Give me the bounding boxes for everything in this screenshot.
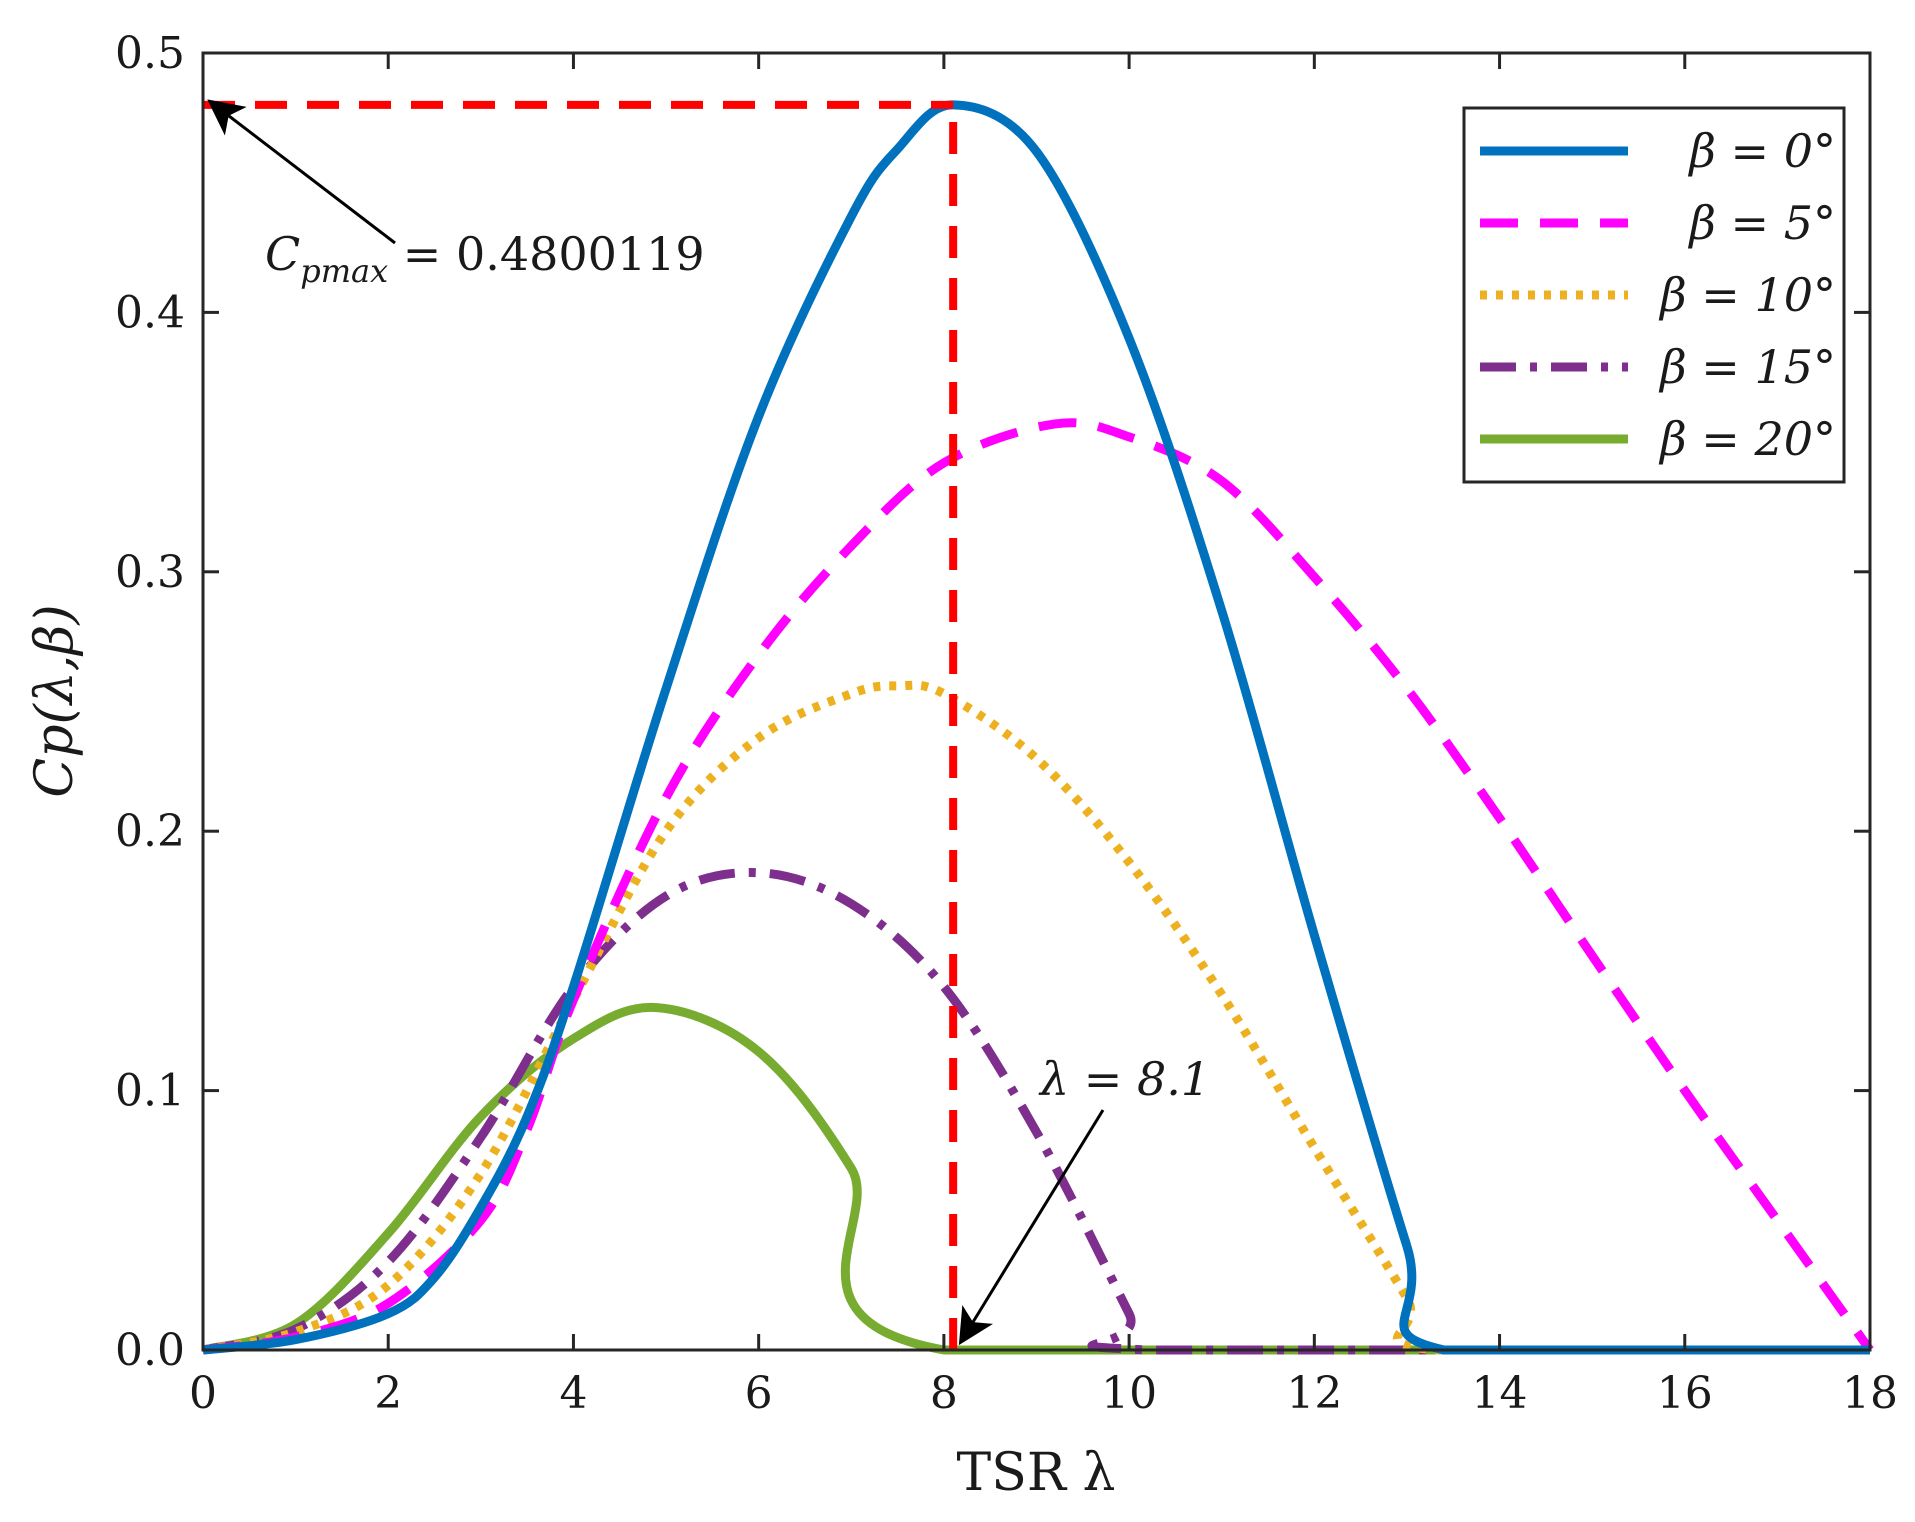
lambda-label: λ = 8.1 bbox=[1038, 1052, 1210, 1106]
legend-label-2: β = 10° bbox=[1658, 268, 1836, 322]
x-tick-label: 8 bbox=[930, 1368, 958, 1419]
annotation-cpmax: Cpmax = 0.4800119 bbox=[207, 99, 705, 290]
legend: β = 0° β = 5° β = 10° β = 15° β = 20° bbox=[1462, 106, 1846, 484]
x-tick-label: 6 bbox=[745, 1368, 773, 1419]
x-tick-label: 18 bbox=[1842, 1368, 1898, 1419]
cpmax-arrow bbox=[207, 99, 396, 245]
y-tick-label: 0.2 bbox=[115, 806, 185, 857]
y-tick-label: 0.3 bbox=[115, 547, 185, 598]
x-tick-label: 16 bbox=[1657, 1368, 1713, 1419]
y-tick-label: 0.1 bbox=[115, 1066, 185, 1117]
legend-label-0: β = 0° bbox=[1687, 124, 1836, 178]
plot-frame bbox=[201, 51, 1872, 1352]
y-tick-label: 0.4 bbox=[115, 287, 185, 338]
x-tick-label: 2 bbox=[374, 1368, 402, 1419]
legend-box bbox=[1462, 106, 1846, 484]
x-tick-label: 14 bbox=[1472, 1368, 1528, 1419]
x-tick-label: 10 bbox=[1101, 1368, 1157, 1419]
axis-ticks: 0 2 4 6 8 10 12 14 16 18 0.0 0.1 0.2 0.3 0.4 0.5 bbox=[115, 28, 1898, 1419]
x-tick-label: 0 bbox=[189, 1368, 217, 1419]
y-tick-label: 0.5 bbox=[115, 28, 185, 79]
series-line-2 bbox=[202, 680, 1870, 1355]
legend-label-1: β = 5° bbox=[1687, 196, 1836, 250]
reference-lines bbox=[203, 100, 958, 1350]
annotation-lambda: λ = 8.1 bbox=[958, 1052, 1210, 1346]
y-axis-label: Cp(λ,β) bbox=[25, 604, 85, 797]
series-line-0 bbox=[202, 100, 1870, 1355]
cpmax-label: Cpmax = 0.4800119 bbox=[265, 227, 705, 290]
series-line-1 bbox=[202, 418, 1874, 1355]
legend-label-4: β = 20° bbox=[1658, 412, 1836, 466]
y-tick-label: 0.0 bbox=[115, 1325, 185, 1376]
lambda-arrow bbox=[958, 1109, 1105, 1346]
legend-label-3: β = 15° bbox=[1658, 340, 1836, 394]
x-axis-label: TSR λ bbox=[957, 1443, 1116, 1503]
x-tick-label: 12 bbox=[1286, 1368, 1342, 1419]
x-tick-label: 4 bbox=[559, 1368, 587, 1419]
legend-items: β = 0° β = 5° β = 10° β = 15° β = 20° bbox=[1480, 124, 1836, 466]
